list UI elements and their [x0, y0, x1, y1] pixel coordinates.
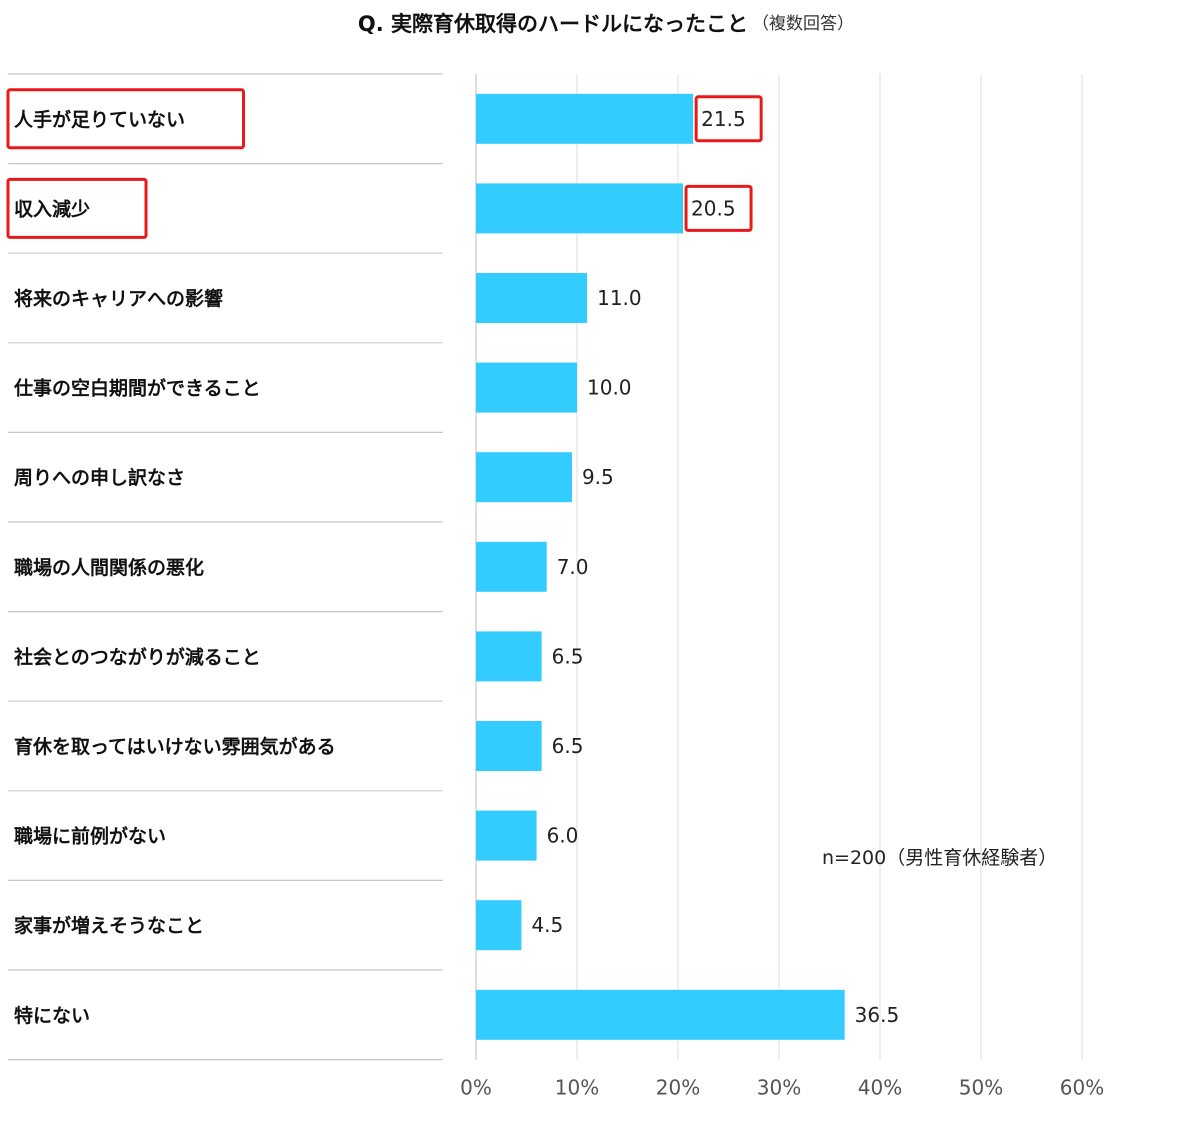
value-label: 9.5 — [582, 465, 614, 489]
chart-title: Q. 実際育休取得のハードルになったこと — [358, 12, 748, 36]
x-tick-label: 50% — [959, 1076, 1003, 1100]
bar — [476, 273, 588, 323]
category-label: 特にない — [14, 1005, 90, 1027]
x-tick-label: 10% — [555, 1076, 599, 1100]
category-label: 職場の人間関係の悪化 — [14, 556, 204, 579]
highlight-box-label — [6, 88, 245, 150]
bar — [476, 721, 542, 771]
value-label: 11.0 — [597, 286, 642, 310]
value-label: 20.5 — [691, 196, 736, 220]
highlight-box-label — [6, 177, 148, 239]
category-label: 将来のキャリアへの影響 — [14, 287, 223, 310]
bar — [476, 541, 547, 592]
x-tick-label: 0% — [460, 1076, 492, 1100]
category-label: 人手が足りていない — [14, 108, 185, 131]
bars: 21.5 20.5 11.0 10.0 9.5 7.0 6.5 6.5 6.0 4.5 36.5 — [476, 93, 900, 1040]
bar — [476, 362, 577, 413]
chart-subtitle: （複数回答） — [752, 14, 854, 34]
x-tick-label: 20% — [656, 1076, 700, 1100]
value-label: 6.0 — [547, 824, 579, 848]
highlight-box-value — [694, 95, 763, 143]
value-label: 4.5 — [531, 913, 563, 937]
sample-note: n=200（男性育休経験者） — [822, 847, 1057, 869]
category-label: 育休を取ってはいけない雰囲気がある — [14, 735, 336, 758]
bar — [476, 631, 542, 682]
gridlines — [475, 74, 1083, 1060]
x-tick-label: 40% — [858, 1076, 902, 1100]
value-label: 6.5 — [552, 644, 584, 668]
bar — [476, 900, 522, 951]
value-label: 36.5 — [855, 1003, 900, 1027]
bar — [476, 989, 845, 1040]
value-label: 10.0 — [587, 376, 632, 400]
x-tick-label: 30% — [757, 1076, 801, 1100]
category-label: 家事が増えそうなこと — [14, 914, 204, 937]
bar — [476, 93, 694, 144]
bar — [476, 452, 572, 503]
value-label: 21.5 — [701, 107, 746, 131]
category-rows: 人手が足りていない収入減少将来のキャリアへの影響仕事の空白期間ができること周りへ… — [6, 73, 443, 1061]
category-label: 社会とのつながりが減ること — [13, 645, 261, 668]
highlight-box-value — [684, 184, 753, 232]
bar — [476, 810, 537, 861]
bar — [476, 183, 684, 234]
category-label: 周りへの申し訳なさ — [14, 466, 185, 489]
value-label: 7.0 — [557, 555, 589, 579]
x-tick-label: 60% — [1060, 1076, 1104, 1100]
category-label: 収入減少 — [14, 197, 90, 220]
x-axis-ticks: 0% 10% 20% 30% 40% 50% 60% — [460, 1076, 1104, 1100]
category-label: 職場に前例がない — [14, 825, 166, 848]
category-label: 仕事の空白期間ができること — [13, 377, 261, 400]
value-label: 6.5 — [552, 734, 584, 758]
